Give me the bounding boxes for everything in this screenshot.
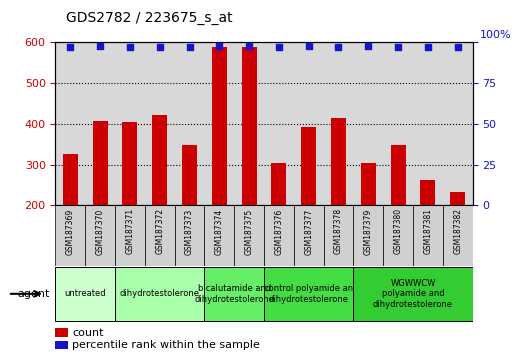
Bar (115, 205, 145, 266)
Bar (383, 205, 413, 266)
Text: GSM187373: GSM187373 (185, 208, 194, 255)
Point (215, 43, 223, 48)
Text: GDS2782 / 223675_s_at: GDS2782 / 223675_s_at (66, 11, 233, 25)
Bar (204, 205, 234, 266)
Bar (443, 205, 473, 266)
Text: GSM187369: GSM187369 (66, 208, 75, 255)
Text: untreated: untreated (64, 289, 106, 298)
Bar (55, 328, 68, 337)
Bar (152, 115, 167, 205)
Text: control polyamide an
dihydrotestolerone: control polyamide an dihydrotestolerone (264, 284, 353, 303)
Text: count: count (72, 327, 103, 338)
Text: GSM187377: GSM187377 (304, 208, 313, 255)
Bar (85, 205, 115, 266)
Bar (264, 267, 353, 321)
Bar (264, 205, 294, 266)
Text: dihydrotestolerone: dihydrotestolerone (120, 289, 200, 298)
Point (185, 45, 194, 50)
Bar (361, 162, 376, 205)
Bar (55, 267, 115, 321)
Bar (93, 121, 108, 205)
Point (334, 45, 343, 50)
Bar (413, 205, 443, 266)
Bar (294, 205, 324, 266)
Text: WGWWCW
polyamide and
dihydrotestolerone: WGWWCW polyamide and dihydrotestolerone (373, 279, 453, 309)
Bar (242, 47, 257, 205)
Point (454, 45, 462, 50)
Bar (122, 122, 137, 205)
Text: GSM187382: GSM187382 (453, 208, 462, 254)
Bar (353, 267, 473, 321)
Text: GSM187379: GSM187379 (364, 208, 373, 255)
Bar (450, 192, 465, 205)
Bar (55, 205, 85, 266)
Bar (324, 205, 353, 266)
Bar (420, 180, 435, 205)
Bar (212, 47, 227, 205)
Bar (63, 154, 78, 205)
Text: percentile rank within the sample: percentile rank within the sample (72, 340, 260, 350)
Point (66, 45, 74, 50)
Bar (55, 341, 68, 349)
Bar (301, 127, 316, 205)
Text: GSM187376: GSM187376 (275, 208, 284, 255)
Bar (234, 205, 264, 266)
Bar (331, 118, 346, 205)
Text: GSM187372: GSM187372 (155, 208, 164, 255)
Bar (175, 205, 204, 266)
Text: 100%: 100% (479, 30, 511, 40)
Bar (115, 267, 204, 321)
Text: GSM187371: GSM187371 (126, 208, 135, 255)
Bar (204, 267, 264, 321)
Point (364, 43, 373, 48)
Point (423, 45, 432, 50)
Text: GSM187375: GSM187375 (244, 208, 253, 255)
Point (126, 45, 134, 50)
Point (305, 43, 313, 48)
Text: GSM187370: GSM187370 (96, 208, 105, 255)
Point (245, 43, 253, 48)
Bar (391, 145, 406, 205)
Text: bicalutamide and
dihydrotestolerone: bicalutamide and dihydrotestolerone (194, 284, 274, 303)
Bar (353, 205, 383, 266)
Text: GSM187374: GSM187374 (215, 208, 224, 255)
Text: GSM187381: GSM187381 (423, 208, 432, 254)
Bar (271, 164, 286, 205)
Point (275, 45, 283, 50)
Point (394, 45, 402, 50)
Text: GSM187380: GSM187380 (393, 208, 402, 255)
Point (155, 45, 164, 50)
Bar (182, 145, 197, 205)
Point (96, 43, 105, 48)
Bar (145, 205, 175, 266)
Text: agent: agent (18, 289, 50, 299)
Text: GSM187378: GSM187378 (334, 208, 343, 255)
